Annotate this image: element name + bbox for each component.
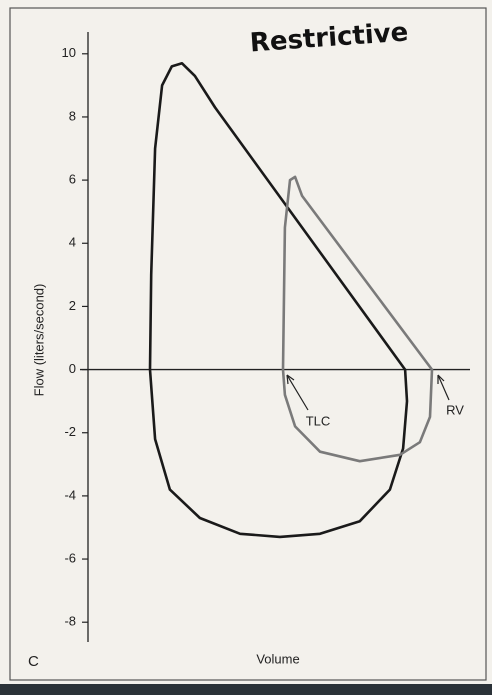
y-axis-label: Flow (liters/second) [31,284,46,397]
arrows [286,374,450,411]
bottom-band [0,684,492,695]
arrow-head [437,374,445,384]
y-tick-label: 2 [69,298,76,313]
panel-label: C [28,653,39,670]
y-tick-label: -2 [64,424,76,439]
y-tick-label: 0 [69,361,76,376]
series-line [148,62,409,539]
y-tick-label: 4 [69,235,76,250]
y-tick-label: -4 [64,487,76,502]
y-tick-label: -8 [64,614,76,629]
annotation: TLC [306,413,331,428]
annotation: RV [446,402,464,417]
y-tick-label: -6 [64,550,76,565]
y-tick-label: 10 [62,45,76,60]
frame [9,7,487,681]
arrow [286,374,309,411]
y-tick-label: 8 [69,108,76,123]
series-line [281,175,434,463]
x-axis-label: Volume [256,651,299,666]
arrow-head [286,374,295,385]
y-tick-label: 6 [69,172,76,187]
arrow [437,374,450,401]
